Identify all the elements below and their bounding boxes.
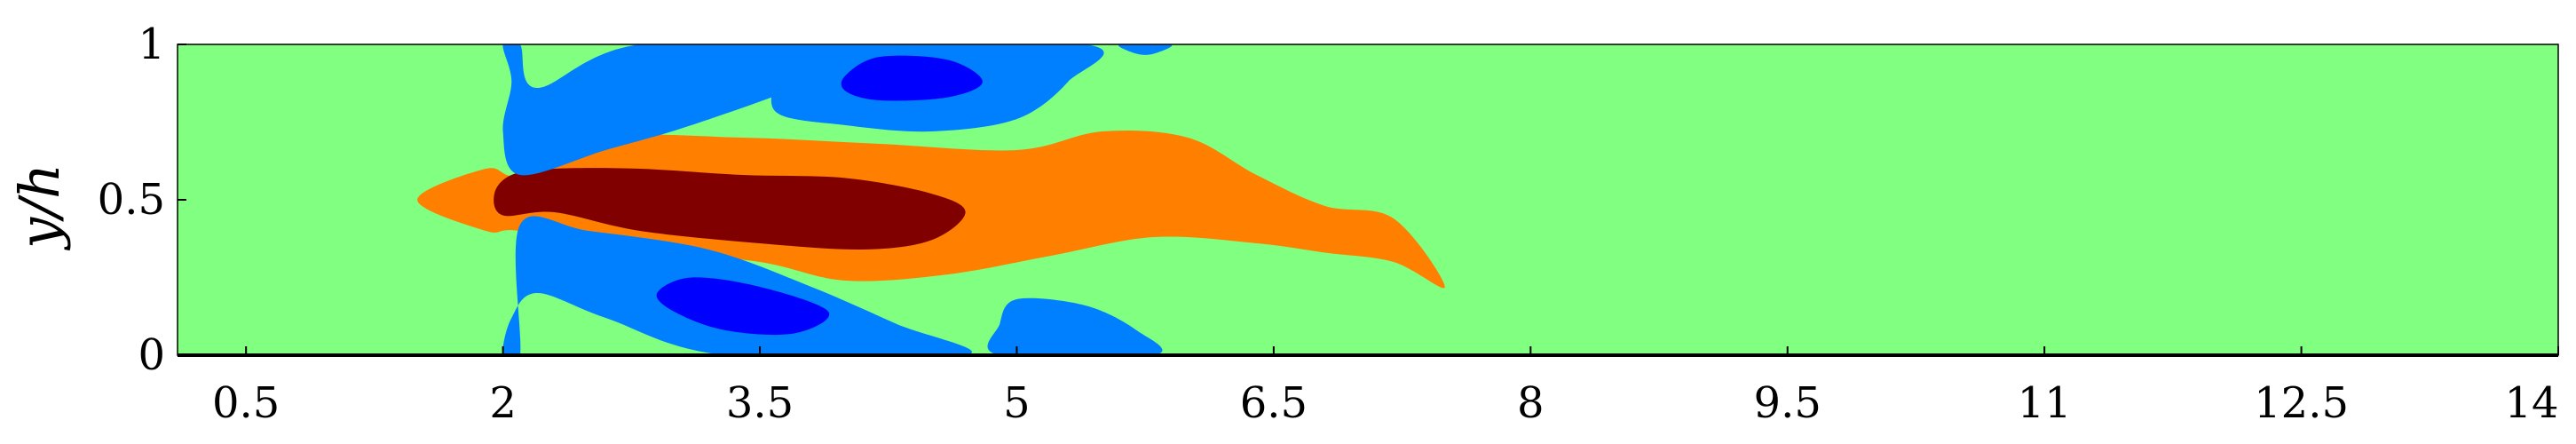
x-tick-label: 3.5	[726, 378, 794, 428]
x-tick-label: 9.5	[1754, 378, 1821, 428]
contour-dark-red-core	[494, 168, 966, 250]
x-tick-label: 5	[1003, 378, 1031, 428]
x-tick-label: 11	[2018, 378, 2072, 428]
x-tick-label: 12.5	[2254, 378, 2349, 428]
x-tick-label: 8	[1517, 378, 1545, 428]
contour-upper-dark-core	[841, 55, 983, 101]
axes: 0.5 2 3.5 5 6.5 8 9.5 11 12.5 14 0 0.5 1	[98, 20, 2559, 428]
y-tick-label: 1	[138, 20, 165, 69]
y-tick-label: 0.5	[98, 175, 165, 225]
x-tick-label: 6.5	[1240, 378, 1308, 428]
x-tick-label: 14	[2504, 378, 2558, 428]
contour-lower-dark-core	[656, 277, 830, 336]
x-tick-label: 2	[489, 378, 517, 428]
y-axis-label: y/h	[7, 163, 72, 251]
x-tick-label: 0.5	[212, 378, 280, 428]
plot-area	[178, 44, 2558, 355]
y-tick-label: 0	[138, 330, 165, 380]
contour-upper-blue-cap	[1118, 44, 1173, 55]
contour-lower-blue-vortex	[987, 297, 1163, 355]
